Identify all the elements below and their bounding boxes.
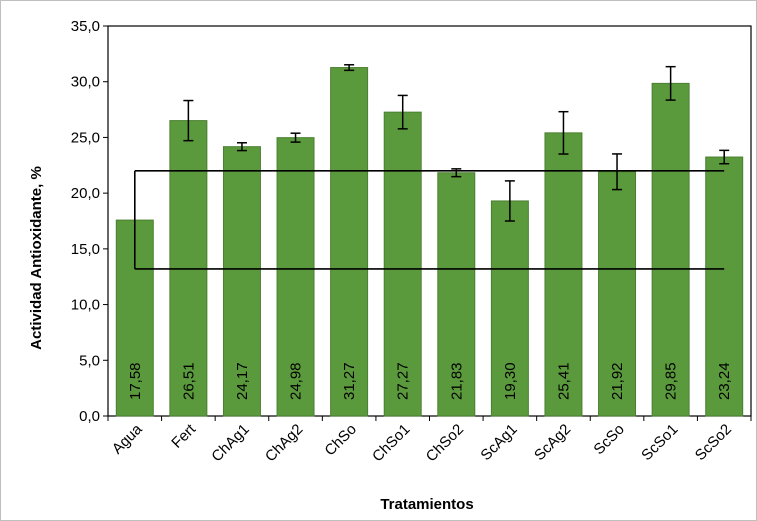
reference-band — [133, 170, 725, 270]
bar-value-label: 17,58 — [127, 362, 144, 400]
bar — [383, 111, 422, 417]
bar-series — [115, 67, 744, 417]
bar-value-label: 21,92 — [609, 362, 626, 400]
data-labels: 17,58 26,51 24,17 24,98 31,27 27,27 21,83 19,30… — [127, 362, 733, 400]
bar-value-label: 23,24 — [716, 362, 733, 400]
y-tick-label: 5,0 — [79, 352, 100, 369]
bar-value-label: 24,98 — [288, 362, 305, 400]
bar-value-label: 21,83 — [448, 362, 465, 400]
bar — [276, 137, 315, 417]
bar — [222, 146, 261, 417]
y-tick-label: 20,0 — [71, 185, 100, 202]
bar-value-label: 27,27 — [395, 362, 412, 400]
bar — [544, 132, 583, 417]
bar — [598, 171, 637, 417]
y-tick-label: 30,0 — [71, 74, 100, 91]
bar — [705, 156, 744, 417]
y-tick-label: 0,0 — [79, 408, 100, 425]
bar — [490, 200, 529, 417]
bar — [330, 67, 369, 417]
bar — [437, 172, 476, 417]
bar-value-label: 29,85 — [663, 362, 680, 400]
bar-value-label: 31,27 — [341, 362, 358, 400]
y-tick-label: 35,0 — [71, 18, 100, 35]
bar-value-label: 24,17 — [234, 362, 251, 400]
bar — [651, 82, 690, 417]
y-axis-ticks: 0,0 5,0 10,0 15,0 20,0 25,0 30,0 35,0 — [71, 18, 108, 425]
bar-value-label: 26,51 — [180, 362, 197, 400]
bar-value-label: 19,30 — [502, 362, 519, 400]
y-tick-label: 15,0 — [71, 241, 100, 258]
error-bars — [183, 64, 730, 222]
y-tick-label: 25,0 — [71, 129, 100, 146]
bar-value-label: 25,41 — [555, 362, 572, 400]
y-tick-label: 10,0 — [71, 297, 100, 314]
y-axis-title: Actividad Antioxidante, % — [28, 166, 45, 350]
x-axis-title: Tratamientos — [380, 496, 473, 513]
